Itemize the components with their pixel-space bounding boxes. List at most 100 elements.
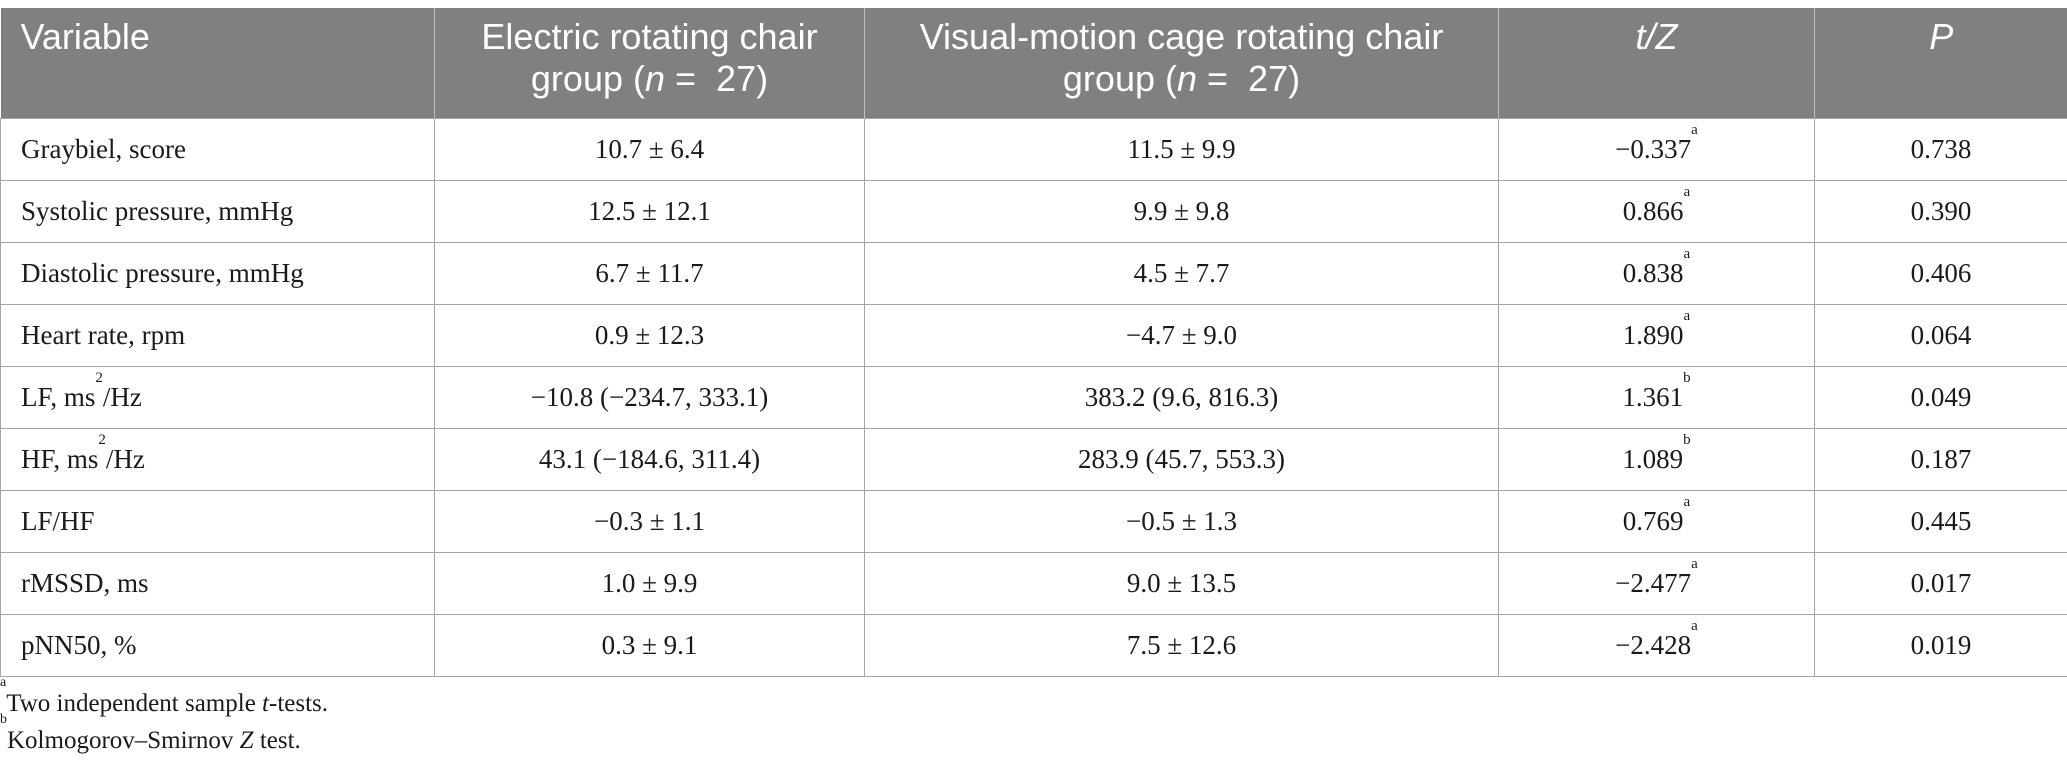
cell-p-value: 0.187	[1814, 427, 2067, 490]
footnote-marker: a	[1691, 617, 1698, 634]
footnote-italic: t	[262, 690, 269, 717]
footnote-marker: a	[1683, 183, 1691, 200]
table-header: Variable Electric rotating chair group (…	[0, 8, 2067, 118]
cell-visual-group: 4.5 ± 7.7	[864, 241, 1499, 304]
results-table: Variable Electric rotating chair group (…	[0, 8, 2067, 677]
variable-superscript: 2	[98, 431, 106, 448]
table-row: HF, ms2/Hz 43.1 (−184.6, 311.4) 283.9 (45.…	[0, 427, 2067, 490]
header-visual-n-value: = 27)	[1197, 58, 1301, 99]
header-visual-group-text: group (	[1062, 58, 1177, 99]
t-z-value: 1.089	[1622, 443, 1684, 474]
cell-variable: LF, ms2/Hz	[0, 365, 435, 428]
cell-variable: Graybiel, score	[0, 117, 435, 180]
cell-electric-group: 1.0 ± 9.9	[434, 551, 865, 614]
table-body: Graybiel, score 10.7 ± 6.4 11.5 ± 9.9 −0.33…	[0, 117, 2067, 677]
cell-visual-group: 383.2 (9.6, 816.3)	[864, 365, 1499, 428]
footnote-text: Kolmogorov–Smirnov	[7, 727, 240, 754]
data-table-container: Variable Electric rotating chair group (…	[0, 8, 2067, 677]
cell-visual-group: 9.9 ± 9.8	[864, 179, 1499, 242]
cell-t-z: 1.089b	[1498, 427, 1815, 490]
cell-electric-group: 0.9 ± 12.3	[434, 303, 865, 366]
variable-unit-suffix: /Hz	[102, 381, 142, 412]
cell-t-z: −2.428a	[1498, 613, 1815, 677]
cell-variable: LF/HF	[0, 489, 435, 552]
t-z-value: 0.866	[1622, 195, 1684, 226]
cell-variable: Systolic pressure, mmHg	[0, 179, 435, 242]
cell-electric-group: −0.3 ± 1.1	[434, 489, 865, 552]
footnote-mark: b	[0, 712, 7, 727]
table-row: Systolic pressure, mmHg 12.5 ± 12.1 9.9 ± …	[0, 179, 2067, 242]
cell-electric-group: 43.1 (−184.6, 311.4)	[434, 427, 865, 490]
cell-p-value: 0.445	[1814, 489, 2067, 552]
cell-visual-group: 283.9 (45.7, 553.3)	[864, 427, 1499, 490]
footnote-marker: a	[1683, 245, 1691, 262]
header-electric-group: Electric rotating chair group (n = 27)	[434, 8, 865, 118]
header-electric-line1: Electric rotating chair	[481, 16, 818, 57]
table-row: LF, ms2/Hz −10.8 (−234.7, 333.1) 383.2 (9.…	[0, 365, 2067, 428]
cell-visual-group: −4.7 ± 9.0	[864, 303, 1499, 366]
cell-variable: HF, ms2/Hz	[0, 427, 435, 490]
footnote-text: Two independent sample	[6, 690, 263, 717]
table-row: pNN50, % 0.3 ± 9.1 7.5 ± 12.6 −2.428a 0.019	[0, 613, 2067, 677]
t-z-value: 0.838	[1622, 257, 1684, 288]
variable-name: Graybiel, score	[21, 133, 186, 164]
cell-electric-group: 0.3 ± 9.1	[434, 613, 865, 677]
cell-p-value: 0.738	[1814, 117, 2067, 180]
header-electric-group-text: group (	[530, 58, 645, 99]
cell-t-z: −0.337a	[1498, 117, 1815, 180]
table-row: Graybiel, score 10.7 ± 6.4 11.5 ± 9.9 −0.33…	[0, 117, 2067, 180]
header-p: P	[1814, 8, 2067, 118]
footnote-marker: a	[1683, 307, 1691, 324]
variable-name: rMSSD, ms	[21, 567, 149, 598]
t-z-value: 0.769	[1622, 505, 1684, 536]
cell-p-value: 0.017	[1814, 551, 2067, 614]
header-visual-n: n	[1176, 58, 1198, 99]
footnote-marker: b	[1683, 431, 1691, 448]
cell-variable: pNN50, %	[0, 613, 435, 677]
header-visual-group: Visual-motion cage rotating chair group …	[864, 8, 1499, 118]
cell-visual-group: 7.5 ± 12.6	[864, 613, 1499, 677]
t-z-value: 1.361	[1622, 381, 1684, 412]
header-t-z: t/Z	[1498, 8, 1815, 118]
footnote-italic: Z	[239, 727, 254, 754]
footnote-text-end: -tests.	[269, 690, 329, 717]
variable-name: HF, ms	[21, 443, 99, 474]
footnote: aTwo independent sample t-tests.	[0, 676, 329, 722]
cell-variable: rMSSD, ms	[0, 551, 435, 614]
t-z-value: 1.890	[1622, 319, 1684, 350]
header-visual-line1: Visual-motion cage rotating chair	[919, 16, 1444, 57]
header-electric-n: n	[644, 58, 666, 99]
cell-electric-group: 12.5 ± 12.1	[434, 179, 865, 242]
header-row: Variable Electric rotating chair group (…	[0, 8, 2067, 118]
cell-t-z: 1.890a	[1498, 303, 1815, 366]
t-z-value: −2.477	[1615, 567, 1692, 598]
table-row: Heart rate, rpm 0.9 ± 12.3 −4.7 ± 9.0 1.890…	[0, 303, 2067, 366]
cell-t-z: 0.769a	[1498, 489, 1815, 552]
footnote-marker: a	[1691, 121, 1698, 138]
variable-name: Systolic pressure, mmHg	[21, 195, 294, 226]
cell-electric-group: 6.7 ± 11.7	[434, 241, 865, 304]
t-z-value: −0.337	[1615, 133, 1692, 164]
header-variable-label: Variable	[20, 16, 150, 57]
table-row: LF/HF −0.3 ± 1.1 −0.5 ± 1.3 0.769a 0.445	[0, 489, 2067, 552]
variable-name: Heart rate, rpm	[21, 319, 186, 350]
footnote-text-end: test.	[253, 727, 301, 754]
cell-p-value: 0.064	[1814, 303, 2067, 366]
table-row: Diastolic pressure, mmHg 6.7 ± 11.7 4.5 ± …	[0, 241, 2067, 304]
footnote-marker: b	[1683, 369, 1691, 386]
table-row: rMSSD, ms 1.0 ± 9.9 9.0 ± 13.5 −2.477a 0.017	[0, 551, 2067, 614]
cell-t-z: 0.866a	[1498, 179, 1815, 242]
variable-unit-suffix: /Hz	[105, 443, 145, 474]
table-footnotes: aTwo independent sample t-tests. bKolmogo…	[0, 676, 329, 759]
cell-t-z: 0.838a	[1498, 241, 1815, 304]
header-p-label: P	[1929, 16, 1954, 57]
cell-electric-group: −10.8 (−234.7, 333.1)	[434, 365, 865, 428]
footnote-marker: a	[1683, 493, 1691, 510]
footnote: bKolmogorov–Smirnov Z test.	[0, 713, 328, 759]
variable-superscript: 2	[95, 369, 103, 386]
cell-visual-group: 9.0 ± 13.5	[864, 551, 1499, 614]
cell-t-z: −2.477a	[1498, 551, 1815, 614]
cell-p-value: 0.019	[1814, 613, 2067, 677]
cell-p-value: 0.049	[1814, 365, 2067, 428]
variable-name: LF/HF	[21, 505, 95, 536]
